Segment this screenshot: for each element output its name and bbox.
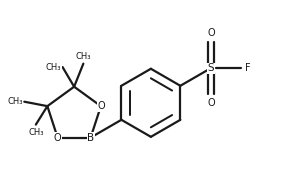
Text: O: O bbox=[97, 101, 105, 111]
Text: O: O bbox=[207, 98, 215, 108]
Text: F: F bbox=[245, 63, 251, 73]
Text: CH₃: CH₃ bbox=[28, 128, 43, 137]
Text: B: B bbox=[87, 133, 94, 143]
Text: CH₃: CH₃ bbox=[46, 63, 61, 72]
Text: CH₃: CH₃ bbox=[76, 52, 91, 61]
Text: CH₃: CH₃ bbox=[7, 97, 23, 106]
Text: O: O bbox=[54, 133, 61, 143]
Text: S: S bbox=[208, 63, 214, 73]
Text: O: O bbox=[207, 28, 215, 38]
